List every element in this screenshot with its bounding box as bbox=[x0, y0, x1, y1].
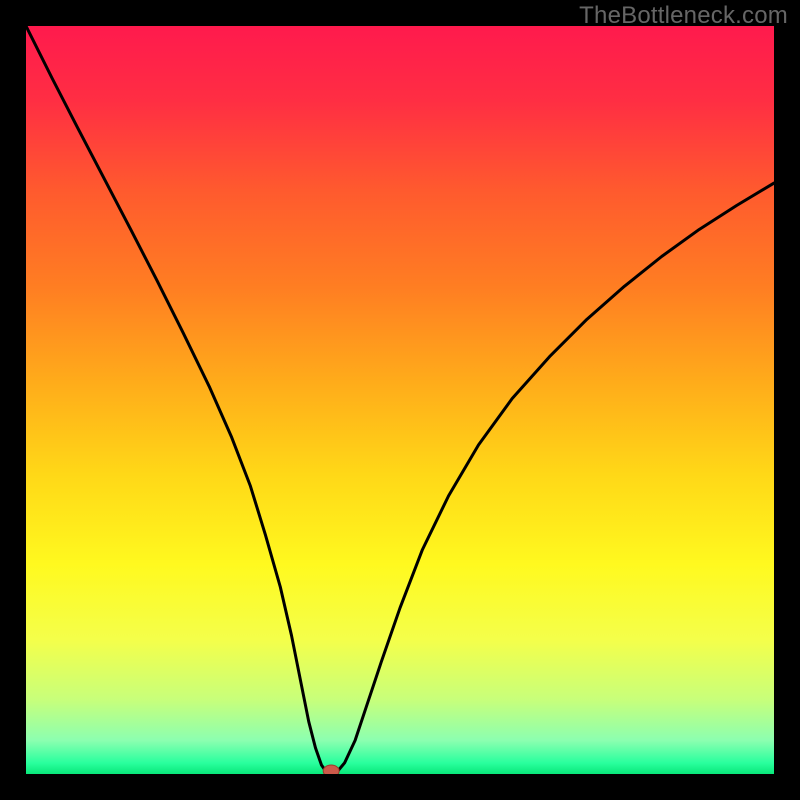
minimum-marker bbox=[323, 765, 339, 774]
chart-frame: TheBottleneck.com bbox=[0, 0, 800, 800]
plot-area bbox=[26, 26, 774, 774]
watermark-text: TheBottleneck.com bbox=[579, 2, 788, 30]
gradient-bg bbox=[26, 26, 774, 774]
plot-svg bbox=[26, 26, 774, 774]
